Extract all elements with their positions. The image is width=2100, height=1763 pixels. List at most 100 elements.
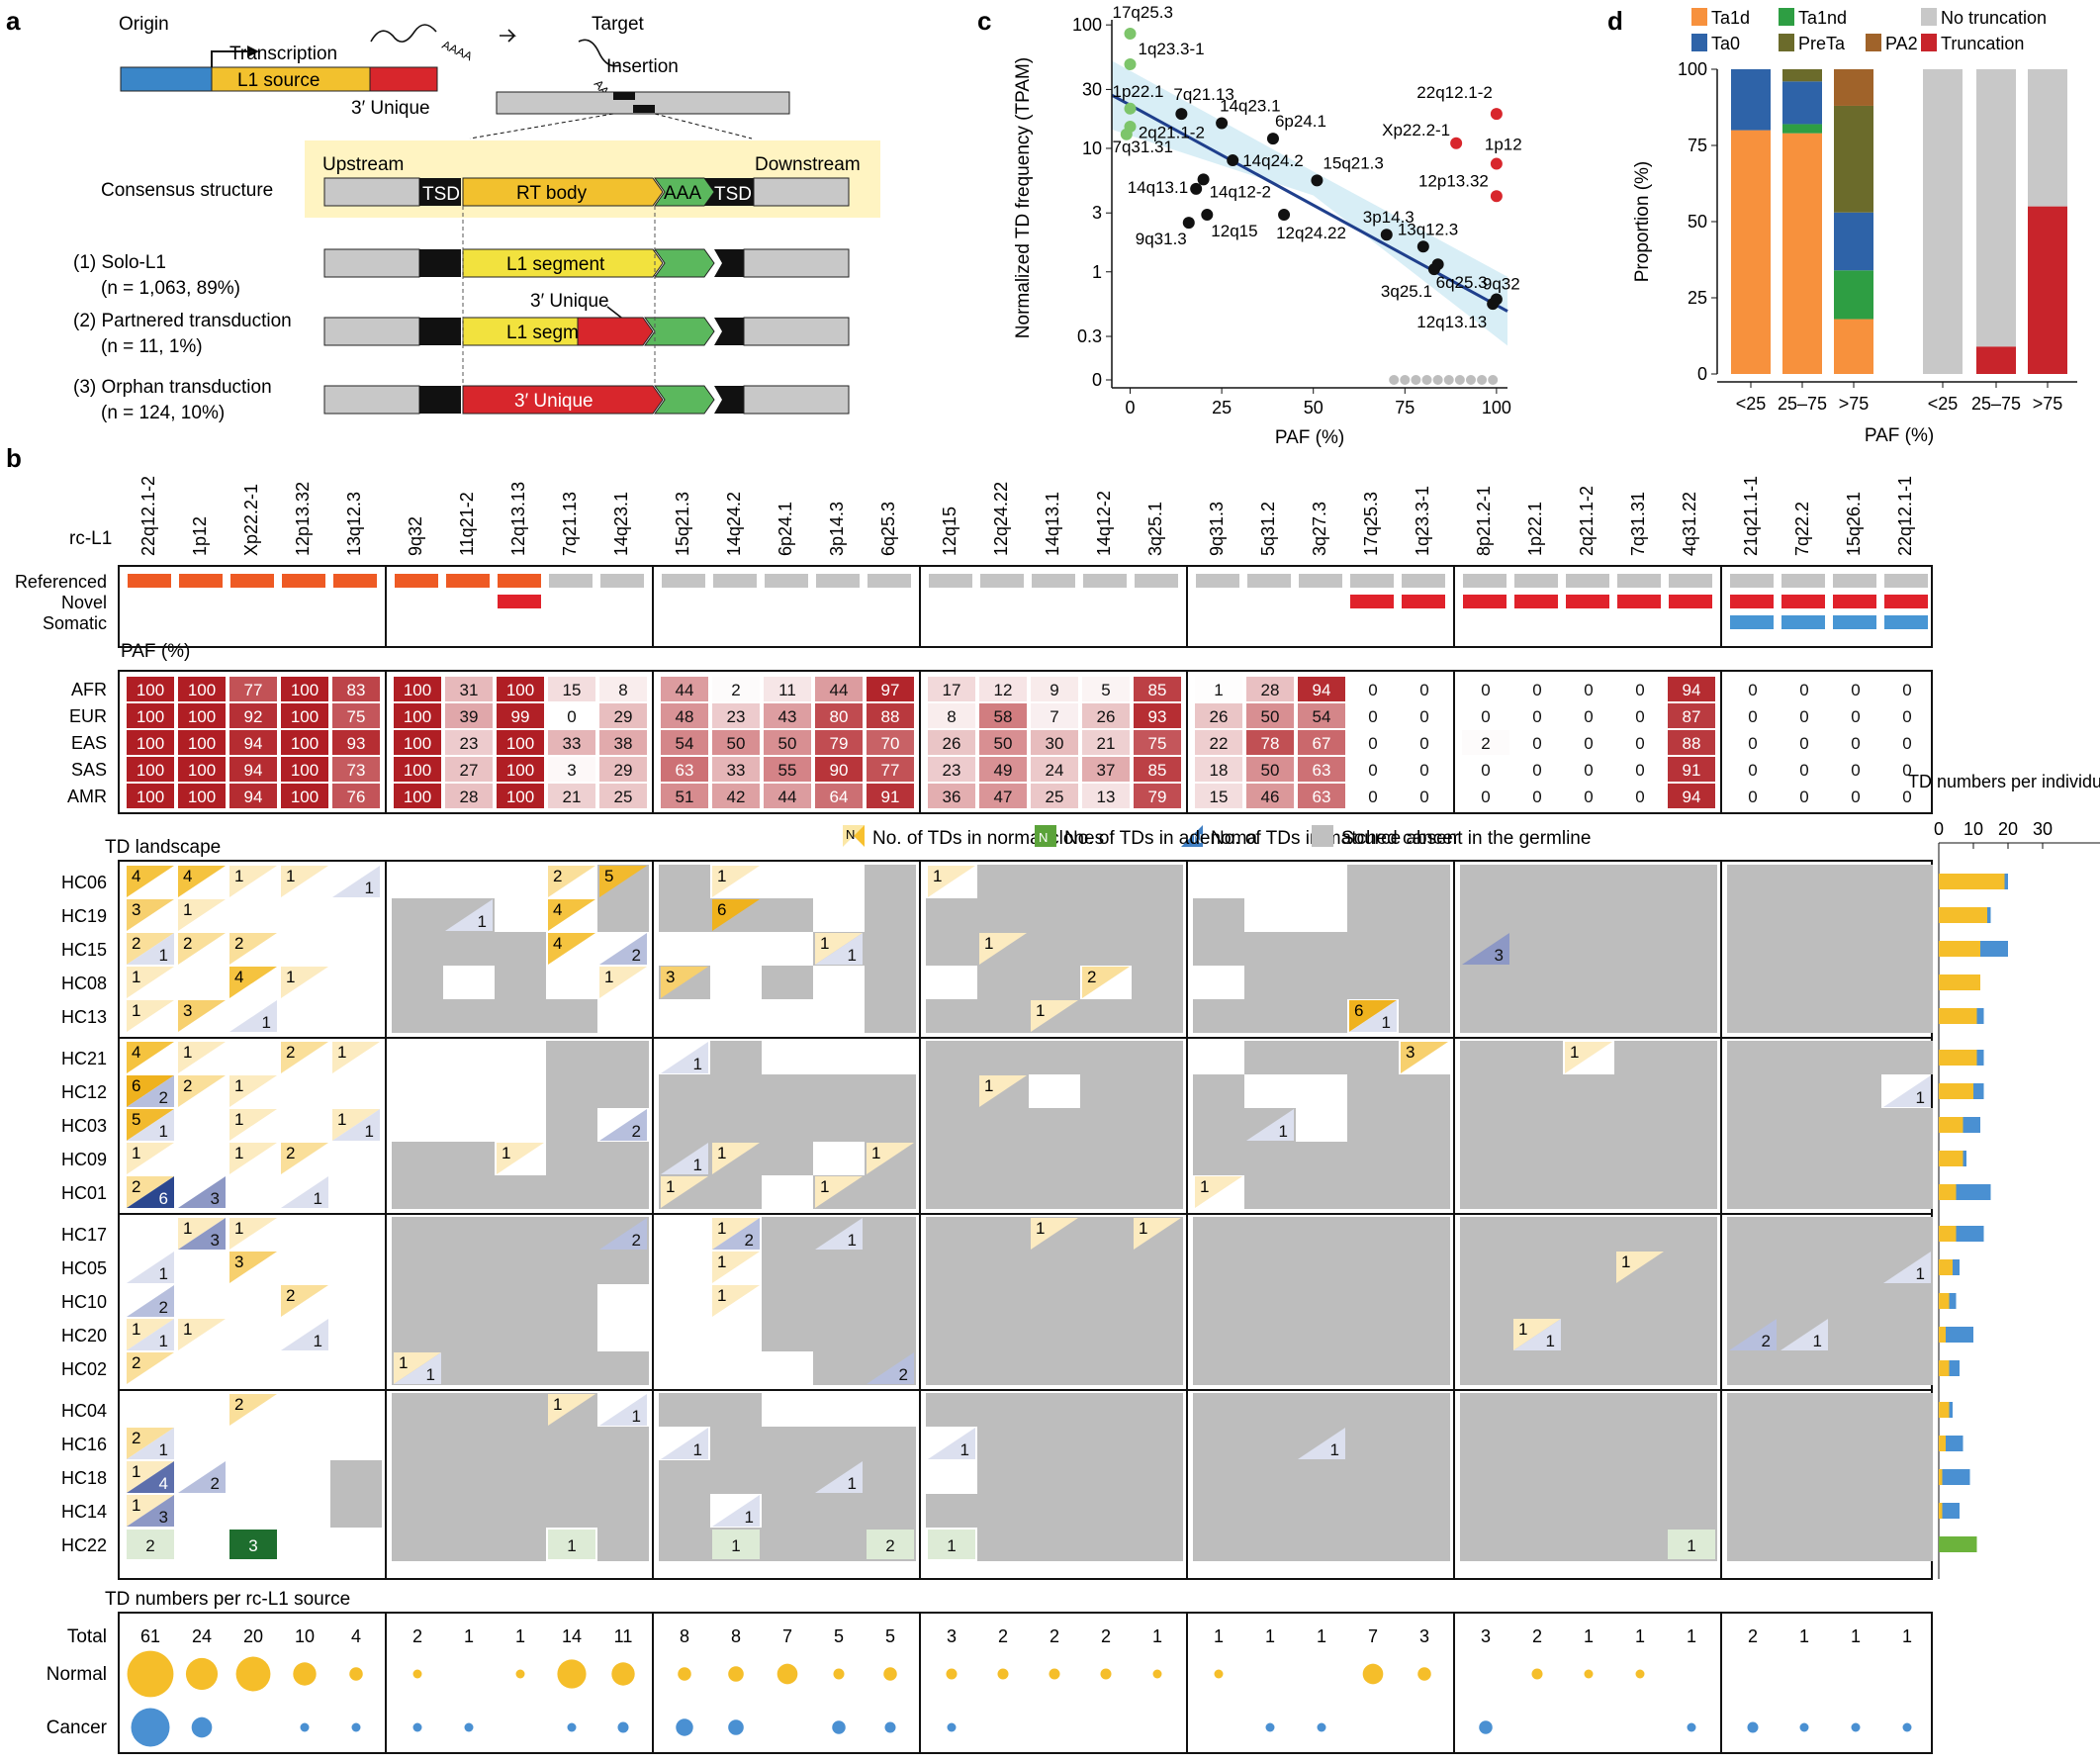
cancer-bubble [1851,1722,1861,1732]
absent-cell [1080,1251,1132,1284]
paf-value: 100 [137,707,164,726]
bar-cancer [1946,1327,1973,1343]
normal-td-count: 1 [337,1043,346,1062]
absent-cell [1830,1251,1881,1284]
absent-cell [1399,898,1450,932]
paf-value: 87 [1683,707,1701,726]
partnered-tsd-r [714,318,744,345]
absent-cell [1132,1351,1183,1385]
absent-cell [495,1318,546,1351]
status-box [118,565,1933,648]
y-tick-label: 75 [1688,136,1707,155]
bar-segment [1782,69,1822,82]
normal-bubble [235,1656,271,1692]
normal-td-triangle [661,1176,708,1208]
legend-cancer: No. of TDs in matched cancer [1211,828,1460,849]
absent-cell [1080,1351,1132,1385]
rcl1-column-header: 12p13.32 [293,482,313,556]
x-tick-label: <25 [1928,394,1959,414]
absent-cell [1460,1318,1511,1351]
absent-cell [1511,1251,1563,1284]
paf-value: 15 [563,681,582,699]
paf-value: 100 [506,788,534,806]
cancer-td-triangle [1780,1319,1828,1350]
paf-value: 0 [1584,681,1593,699]
absent-cell [1563,1108,1614,1142]
normal-td-count: 1 [132,968,140,986]
cancer-td-triangle [127,1176,174,1208]
absent-cell [762,1427,813,1460]
normal-td-count: 1 [234,867,243,885]
paf-value: 100 [188,681,216,699]
paf-cell [661,677,708,701]
polya-label: AAAA [440,38,475,63]
paf-value: 33 [727,761,746,780]
absent-cell [1779,1142,1830,1175]
normal-td-triangle [1401,1042,1448,1073]
status-label: Referenced [15,572,107,592]
absent-cell [1193,1142,1244,1175]
paf-cell [1134,677,1181,701]
absent-cell [1132,966,1183,999]
orphan-tsd-l [419,386,461,414]
rcl1-column-header: 7q21.13 [560,492,580,556]
paf-value: 100 [291,707,319,726]
absent-cell [1666,1460,1717,1494]
absent-cell [443,1427,495,1460]
normal-bubble [1635,1669,1645,1679]
scatter-point [1490,108,1503,121]
cancer-td-triangle [928,1428,975,1459]
point-label: 12p13.32 [1418,171,1489,190]
bar-cancer [1949,1402,1953,1418]
absent-cell [1563,1494,1614,1528]
individual-label: HC21 [61,1049,107,1068]
paf-value: 46 [1261,788,1280,806]
paf-cell [281,730,328,755]
zoom-line-left [469,113,614,139]
normal-td-count: 2 [132,1177,140,1196]
paf-value: 91 [1683,761,1701,780]
scatter-point [1216,117,1229,130]
paf-value: 0 [1532,707,1541,726]
paf-cell [497,757,544,782]
cancer-td-count: 3 [1495,946,1504,965]
referenced-cell [1402,574,1445,588]
absent-cell [659,865,710,898]
absent-cell [1399,1142,1450,1175]
cancer-td-count: 1 [632,1407,641,1426]
paf-cell [178,784,226,808]
absent-cell [977,1460,1029,1494]
absent-cell [1347,1393,1399,1427]
population-label: EAS [71,733,107,753]
absent-cell [1132,1251,1183,1284]
absent-cell [1830,999,1881,1033]
referenced-cell [1669,574,1712,588]
absent-cell [1399,1217,1450,1251]
absent-cell [1779,1393,1830,1427]
absent-cell [1193,999,1244,1033]
absent-cell [1080,1175,1132,1209]
legend-normal-n: N [846,827,855,842]
paf-value: 90 [830,761,849,780]
paf-value: 73 [347,761,366,780]
absent-cell [813,1318,865,1351]
normal-td-count: 5 [132,1110,140,1129]
bar-normal [1939,1050,1977,1066]
normal-td-triangle [127,1000,174,1032]
absent-cell [1614,1351,1666,1385]
adenoma-count: 1 [1687,1536,1695,1555]
absent-cell [1029,1351,1080,1385]
absent-cell [1132,1041,1183,1074]
absent-cell [1193,1393,1244,1427]
cancer-td-triangle [661,1428,708,1459]
absent-cell [865,1284,916,1318]
normal-td-count: 4 [553,900,562,919]
normal-bubble [946,1668,958,1680]
normal-td-count: 1 [337,1110,346,1129]
referenced-cell [600,574,644,588]
panel-a-label: a [6,6,21,36]
absent-cell [1296,1175,1347,1209]
cancer-td-count: 2 [632,946,641,965]
rcl1-column-header: 12q13.13 [508,482,528,556]
absent-cell [443,1217,495,1251]
